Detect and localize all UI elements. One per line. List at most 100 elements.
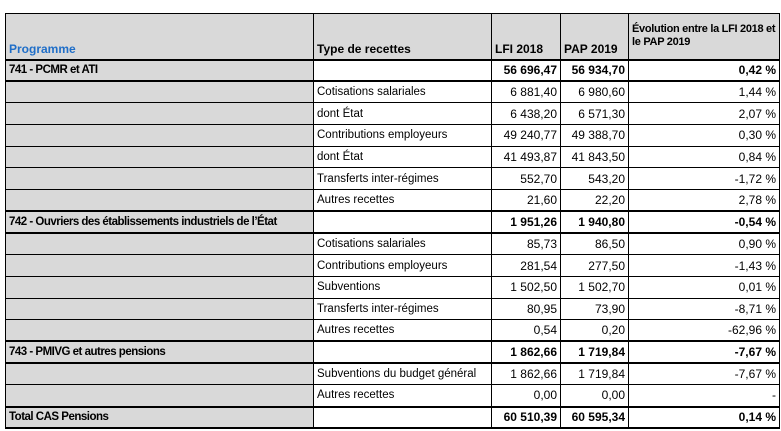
cell-pap-2019: 1 940,80	[560, 210, 629, 234]
table-row: Transferts inter-régimes 552,70 543,20 -1,7…	[5, 167, 780, 191]
recettes-table: Programme Type de recettes LFI 2018 PAP …	[5, 13, 780, 430]
cell-type-de-recettes	[313, 58, 492, 83]
table-row: Cotisations salariales 6 881,40 6 980,60 1,…	[5, 80, 780, 104]
cell-programme: 741 - PCMR et ATI	[5, 58, 314, 83]
table-row: Subventions 1 502,50 1 502,70 0,01 %	[5, 275, 780, 299]
cell-type-de-recettes: Autres recettes	[313, 384, 492, 407]
cell-pap-2019: 56 934,70	[560, 58, 629, 83]
cell-evolution: 0,84 %	[628, 145, 780, 169]
cell-pap-2019: 0,20	[560, 319, 629, 342]
cell-programme	[5, 297, 314, 321]
cell-pap-2019: 0,00	[560, 384, 629, 407]
cell-pap-2019: 277,50	[560, 254, 629, 277]
cell-pap-2019: 49 388,70	[560, 124, 629, 147]
cell-type-de-recettes	[313, 340, 492, 365]
header-type-de-recettes: Type de recettes	[313, 13, 492, 61]
cell-evolution: 1,44 %	[628, 80, 780, 104]
cell-pap-2019: 1 502,70	[560, 275, 629, 299]
section-row: 742 - Ouvriers des établissements indust…	[5, 210, 780, 234]
cell-evolution: -1,43 %	[628, 254, 780, 277]
cell-type-de-recettes: Autres recettes	[313, 319, 492, 342]
cell-lfi-2018: 552,70	[491, 167, 561, 191]
cell-pap-2019: 73,90	[560, 297, 629, 321]
cell-evolution: 2,07 %	[628, 102, 780, 126]
cell-lfi-2018: 281,54	[491, 254, 561, 277]
cell-evolution: -0,54 %	[628, 210, 780, 234]
cell-evolution: -	[628, 384, 780, 407]
table-row: Autres recettes 21,60 22,20 2,78 %	[5, 189, 780, 212]
cell-pap-2019: 1 719,84	[560, 362, 629, 386]
cell-evolution: -8,71 %	[628, 297, 780, 321]
cell-programme	[5, 319, 314, 342]
cell-evolution: -1,72 %	[628, 167, 780, 191]
cell-evolution: -7,67 %	[628, 340, 780, 365]
cell-lfi-2018: 1 862,66	[491, 340, 561, 365]
cell-type-de-recettes	[313, 405, 492, 430]
cell-lfi-2018: 49 240,77	[491, 124, 561, 147]
cell-type-de-recettes: Contributions employeurs	[313, 124, 492, 147]
cell-programme: 743 - PMIVG et autres pensions	[5, 340, 314, 365]
table-row: dont État 41 493,87 41 843,50 0,84 %	[5, 145, 780, 169]
cell-programme	[5, 275, 314, 299]
cell-pap-2019: 41 843,50	[560, 145, 629, 169]
table-row: dont État 6 438,20 6 571,30 2,07 %	[5, 102, 780, 126]
table-row: Autres recettes 0,54 0,20 -62,96 %	[5, 319, 780, 342]
cell-type-de-recettes	[313, 210, 492, 234]
section-row: 743 - PMIVG et autres pensions 1 862,66 1 …	[5, 340, 780, 365]
cell-programme	[5, 384, 314, 407]
table-row: Contributions employeurs 281,54 277,50 -1,4…	[5, 254, 780, 277]
cell-lfi-2018: 1 862,66	[491, 362, 561, 386]
table-body: 741 - PCMR et ATI 56 696,47 56 934,70 0,42 …	[5, 58, 780, 430]
cell-type-de-recettes: Subventions du budget général	[313, 362, 492, 386]
cell-pap-2019: 6 571,30	[560, 102, 629, 126]
header-programme: Programme	[5, 13, 314, 61]
cell-programme	[5, 124, 314, 147]
cell-type-de-recettes: Transferts inter-régimes	[313, 297, 492, 321]
cell-pap-2019: 22,20	[560, 189, 629, 212]
cell-lfi-2018: 6 438,20	[491, 102, 561, 126]
cell-lfi-2018: 0,54	[491, 319, 561, 342]
table-row: Cotisations salariales 85,73 86,50 0,90 %	[5, 232, 780, 256]
cell-type-de-recettes: Contributions employeurs	[313, 254, 492, 277]
cell-evolution: 0,42 %	[628, 58, 780, 83]
table-row: Contributions employeurs 49 240,77 49 388,…	[5, 124, 780, 147]
cell-programme	[5, 232, 314, 256]
cell-lfi-2018: 85,73	[491, 232, 561, 256]
section-row: 741 - PCMR et ATI 56 696,47 56 934,70 0,42 …	[5, 58, 780, 83]
cell-lfi-2018: 80,95	[491, 297, 561, 321]
cell-programme	[5, 145, 314, 169]
cell-evolution: 0,01 %	[628, 275, 780, 299]
cell-evolution: 0,14 %	[628, 405, 780, 430]
cell-pap-2019: 86,50	[560, 232, 629, 256]
cell-programme	[5, 189, 314, 212]
cell-pap-2019: 6 980,60	[560, 80, 629, 104]
cell-lfi-2018: 21,60	[491, 189, 561, 212]
header-lfi-2018: LFI 2018	[491, 13, 561, 61]
section-row: Total CAS Pensions 60 510,39 60 595,34 0,14…	[5, 405, 780, 430]
cell-evolution: 0,30 %	[628, 124, 780, 147]
cell-type-de-recettes: Cotisations salariales	[313, 232, 492, 256]
header-row: Programme Type de recettes LFI 2018 PAP …	[5, 13, 780, 61]
cell-programme	[5, 80, 314, 104]
table-header: Programme Type de recettes LFI 2018 PAP …	[5, 13, 780, 61]
cell-lfi-2018: 6 881,40	[491, 80, 561, 104]
cell-programme: Total CAS Pensions	[5, 405, 314, 430]
table-row: Autres recettes 0,00 0,00-	[5, 384, 780, 407]
cell-pap-2019: 1 719,84	[560, 340, 629, 365]
cell-type-de-recettes: dont État	[313, 145, 492, 169]
cell-programme	[5, 167, 314, 191]
cell-evolution: -62,96 %	[628, 319, 780, 342]
cell-pap-2019: 60 595,34	[560, 405, 629, 430]
cell-lfi-2018: 56 696,47	[491, 58, 561, 83]
cell-type-de-recettes: Cotisations salariales	[313, 80, 492, 104]
cell-lfi-2018: 1 502,50	[491, 275, 561, 299]
table-row: Subventions du budget général 1 862,66 1 7…	[5, 362, 780, 386]
header-evolution: Évolution entre la LFI 2018 et le PAP 20…	[628, 13, 780, 61]
cell-programme	[5, 102, 314, 126]
cell-type-de-recettes: dont État	[313, 102, 492, 126]
table-row: Transferts inter-régimes 80,95 73,90 -8,71 …	[5, 297, 780, 321]
cell-lfi-2018: 60 510,39	[491, 405, 561, 430]
cell-type-de-recettes: Autres recettes	[313, 189, 492, 212]
cell-programme: 742 - Ouvriers des établissements indust…	[5, 210, 314, 234]
